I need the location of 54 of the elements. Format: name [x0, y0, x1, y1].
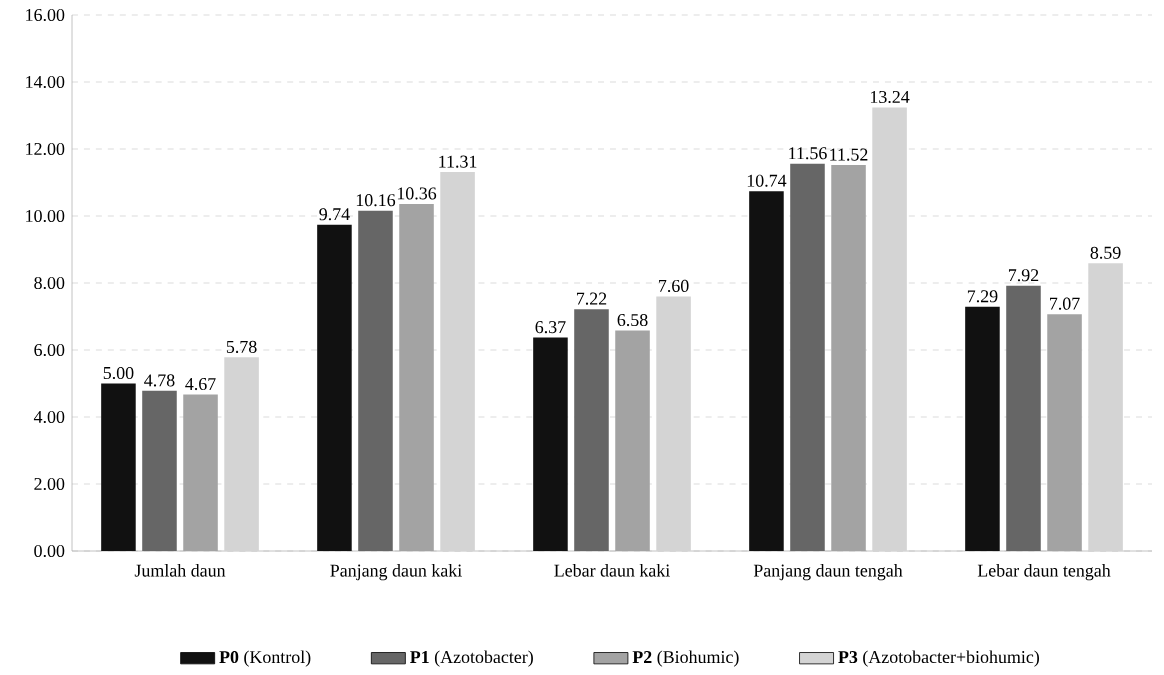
data-label: 9.74 — [319, 208, 350, 221]
data-label: 7.22 — [576, 292, 607, 305]
bar — [790, 163, 825, 551]
data-label: 10.16 — [356, 194, 396, 207]
y-tick-label: 10.00 — [26, 209, 65, 223]
bar — [183, 394, 218, 551]
y-tick-label: 8.00 — [34, 276, 65, 290]
bar — [358, 210, 393, 551]
data-label: 7.29 — [967, 290, 998, 303]
x-tick-label: Lebar daun kaki — [554, 564, 670, 577]
x-tick-label: Jumlah daun — [134, 564, 226, 577]
data-label: 10.74 — [747, 174, 787, 187]
y-tick-label: 12.00 — [26, 142, 65, 156]
bar — [1047, 314, 1082, 551]
y-tick-label: 2.00 — [34, 477, 65, 491]
bar — [574, 309, 609, 551]
bar — [142, 390, 177, 551]
x-tick-label: Panjang daun tengah — [753, 564, 903, 581]
y-tick-label: 6.00 — [34, 343, 65, 357]
bar — [1006, 285, 1041, 551]
legend-label: P0 (Kontrol) — [219, 650, 311, 667]
data-label: 7.07 — [1050, 297, 1080, 310]
bar — [615, 330, 650, 551]
bar — [965, 306, 1000, 551]
bar — [399, 203, 434, 551]
bar — [317, 224, 352, 551]
data-label: 11.52 — [830, 148, 868, 161]
data-label: 11.31 — [439, 155, 477, 168]
data-label: 11.56 — [789, 147, 827, 160]
data-label: 13.24 — [870, 90, 910, 104]
bar — [533, 337, 568, 551]
data-label: 6.37 — [535, 321, 566, 334]
y-tick-label: 14.00 — [26, 75, 65, 89]
bar — [749, 191, 784, 551]
data-label: 4.67 — [185, 378, 216, 391]
data-label: 10.36 — [397, 187, 437, 200]
legend-label: P1 (Azotobacter) — [410, 650, 533, 667]
y-tick-label: 0.00 — [34, 544, 65, 558]
data-label: 5.00 — [103, 366, 134, 380]
y-tick-label: 16.00 — [26, 8, 65, 22]
data-label: 7.60 — [659, 279, 689, 293]
legend-label: P3 (Azotobacter+biohumic) — [838, 650, 1040, 667]
x-tick-label: Panjang daun kaki — [330, 564, 462, 581]
data-label: 4.78 — [144, 374, 175, 387]
bar — [831, 165, 866, 551]
legend-label: P2 (Biohumic) — [632, 650, 739, 667]
bar — [872, 107, 907, 551]
data-label: 8.59 — [1090, 246, 1121, 259]
data-label: 5.78 — [226, 340, 257, 353]
data-label: 6.58 — [617, 313, 648, 327]
bar — [101, 383, 136, 551]
y-tick-label: 4.00 — [33, 410, 65, 424]
data-label: 7.92 — [1008, 269, 1039, 282]
x-tick-label: Lebar daun tengah — [977, 564, 1111, 581]
